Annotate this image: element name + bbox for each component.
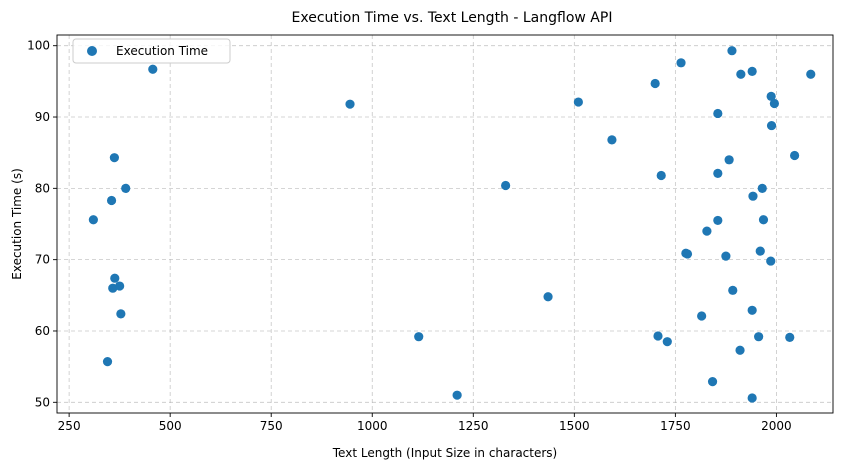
data-point <box>653 331 663 341</box>
data-point <box>757 183 767 193</box>
x-tick-label: 1750 <box>660 419 691 433</box>
data-points <box>88 46 816 403</box>
data-point <box>766 256 776 266</box>
x-tick-label: 1500 <box>559 419 590 433</box>
data-point <box>109 153 119 163</box>
data-point <box>115 281 125 291</box>
x-tick-label: 1000 <box>357 419 388 433</box>
data-point <box>452 390 462 400</box>
data-point <box>573 97 583 107</box>
legend-label: Execution Time <box>116 44 208 58</box>
data-point <box>501 180 511 191</box>
axes: 250 500 750 1000 1250 1500 1750 2000 50 60 70 80 90 1… <box>27 39 792 433</box>
data-point <box>707 377 718 387</box>
y-tick-label: 50 <box>35 395 50 409</box>
data-point <box>682 249 693 259</box>
data-point <box>110 273 120 283</box>
x-tick-label: 750 <box>260 419 283 433</box>
data-point <box>713 168 723 178</box>
data-point <box>607 135 617 145</box>
data-point <box>747 305 757 315</box>
data-point <box>766 120 777 131</box>
y-tick-label: 100 <box>27 39 50 53</box>
data-point <box>656 170 666 181</box>
data-point <box>345 99 355 109</box>
x-tick-label: 500 <box>159 419 182 433</box>
data-point <box>414 332 424 342</box>
data-point <box>121 183 131 193</box>
data-point <box>88 215 98 225</box>
data-point <box>148 64 158 74</box>
data-point <box>702 226 712 236</box>
data-point <box>662 337 672 347</box>
data-point <box>785 332 795 342</box>
data-point <box>676 58 686 68</box>
x-axis-label: Text Length (Input Size in characters) <box>332 446 557 460</box>
data-point <box>747 393 757 403</box>
data-point <box>727 46 737 56</box>
data-point <box>650 78 660 89</box>
data-point <box>106 195 117 206</box>
data-point <box>728 285 738 295</box>
data-point <box>735 345 745 355</box>
legend-box <box>72 38 231 64</box>
data-point <box>102 357 113 367</box>
y-tick-label: 60 <box>35 324 50 338</box>
data-point <box>755 246 765 256</box>
data-point <box>747 66 757 76</box>
data-point <box>116 309 126 319</box>
legend: Execution Time <box>72 38 231 64</box>
data-point <box>713 215 723 226</box>
data-point <box>736 69 746 79</box>
x-tick-label: 2000 <box>761 419 792 433</box>
data-point <box>543 292 553 302</box>
data-point <box>724 155 734 165</box>
data-point <box>697 311 707 321</box>
data-point <box>713 108 723 119</box>
data-point <box>769 98 779 109</box>
data-point <box>766 91 776 101</box>
grid <box>57 35 833 413</box>
data-point <box>754 332 764 342</box>
legend-marker <box>87 46 97 56</box>
y-axis-label: Execution Time (s) <box>10 168 24 280</box>
x-tick-label: 1250 <box>458 419 489 433</box>
data-point <box>806 69 816 79</box>
data-point <box>790 150 800 161</box>
data-point <box>758 215 769 225</box>
chart-title: Execution Time vs. Text Length - Langflo… <box>292 10 613 26</box>
y-tick-label: 70 <box>35 253 50 267</box>
data-point <box>748 191 758 201</box>
plot-frame <box>56 34 834 414</box>
data-point <box>721 251 731 261</box>
x-tick-label: 250 <box>58 419 81 433</box>
y-tick-label: 90 <box>35 110 50 124</box>
y-tick-label: 80 <box>35 181 50 195</box>
